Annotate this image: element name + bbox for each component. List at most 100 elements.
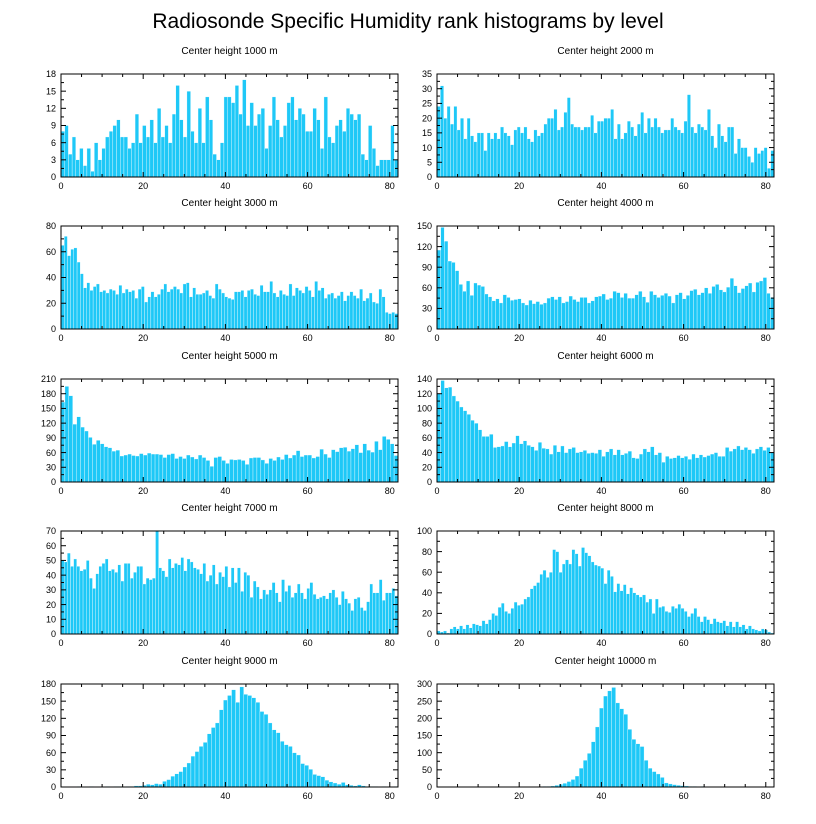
histogram-bar (491, 613, 495, 635)
histogram-bar (690, 613, 694, 635)
histogram-bar (615, 702, 620, 788)
histogram-bar (103, 446, 109, 483)
histogram-bar (532, 303, 537, 330)
y-tick-label: 15 (46, 86, 56, 96)
histogram-bar (511, 442, 516, 483)
histogram-panel: Center height 9000 m 0 30 60 90 120 150 180 0 20 4… (41, 656, 399, 801)
histogram-bar (462, 628, 467, 635)
histogram-bar (391, 588, 396, 635)
histogram-bar (83, 165, 88, 178)
histogram-bar (249, 102, 254, 178)
histogram-bar (635, 458, 640, 483)
histogram-bar (661, 461, 666, 483)
histogram-bar (105, 136, 110, 178)
histogram-bar (217, 456, 222, 483)
histogram-bar (590, 452, 595, 483)
histogram-bar (128, 291, 132, 330)
histogram-bar (293, 592, 298, 635)
histogram-bar (120, 580, 125, 635)
histogram-bar (322, 595, 326, 635)
histogram-bar (323, 96, 328, 178)
histogram-bar (360, 153, 365, 178)
histogram-bar (594, 453, 599, 483)
histogram-bar (582, 450, 587, 483)
histogram-bar (315, 456, 320, 483)
histogram-bar (231, 102, 236, 178)
histogram-bar (115, 449, 120, 483)
histogram-bar (600, 567, 605, 635)
histogram-bar (327, 136, 332, 178)
histogram-bar (667, 129, 671, 178)
histogram-bar (654, 454, 659, 483)
histogram-bar (558, 572, 563, 635)
histogram-bar (218, 288, 222, 330)
histogram-bar (702, 456, 707, 483)
histogram-bar (114, 572, 118, 635)
y-tick-label: 18 (46, 69, 56, 79)
histogram-bar (234, 291, 238, 330)
histogram-bar (102, 290, 107, 330)
histogram-bar (256, 457, 262, 483)
histogram-bar (507, 613, 511, 635)
histogram-bar (178, 456, 183, 483)
histogram-bar (552, 445, 557, 483)
histogram-bar (209, 466, 215, 483)
histogram-bar (279, 136, 284, 178)
y-tick-label: 80 (46, 221, 56, 231)
histogram-bar (657, 452, 662, 483)
histogram-bar (152, 577, 156, 635)
histogram-bar (597, 565, 601, 635)
histogram-bar (150, 291, 155, 330)
histogram-bar (623, 293, 628, 330)
y-tick-label: 150 (41, 404, 56, 414)
histogram-bar (341, 591, 345, 635)
histogram-bar (80, 273, 84, 330)
y-tick-label: 120 (41, 418, 56, 428)
histogram-bar (362, 443, 367, 483)
histogram-bar (251, 697, 257, 788)
histogram-bar (323, 453, 328, 483)
histogram-bar (661, 606, 666, 635)
histogram-bar (205, 580, 210, 635)
histogram-bar (308, 769, 313, 788)
histogram-bar (259, 285, 264, 330)
x-tick-label: 80 (385, 791, 395, 801)
histogram-bar (234, 582, 238, 635)
histogram-bar (506, 135, 511, 178)
histogram-bar (587, 555, 592, 635)
histogram-bar (520, 603, 524, 635)
x-tick-label: 0 (434, 181, 439, 191)
y-tick-label: 20 (46, 298, 56, 308)
histogram-bar (265, 594, 270, 635)
histogram-bar (253, 294, 257, 330)
histogram-bar (611, 687, 616, 788)
histogram-bar (68, 395, 73, 483)
y-tick-label: 20 (422, 462, 432, 472)
histogram-bar (477, 284, 482, 330)
histogram-bar (645, 302, 650, 330)
histogram-bar (287, 585, 292, 635)
x-tick-label: 60 (679, 791, 689, 801)
histogram-bar (215, 722, 220, 788)
histogram-bar (730, 126, 735, 178)
histogram-bar (212, 153, 217, 178)
panel-title: Center height 5000 m (181, 351, 277, 362)
histogram-panel: Center height 3000 m 0 20 40 60 80 0 20 40 60 80 (46, 198, 399, 343)
histogram-bar (603, 695, 608, 788)
histogram-bar (663, 129, 668, 178)
histogram-bar (284, 454, 289, 483)
histogram-bar (243, 296, 248, 330)
histogram-bar (104, 558, 109, 635)
histogram-bar (670, 117, 675, 178)
histogram-bar (247, 695, 253, 788)
histogram-bar (564, 452, 569, 483)
histogram-bar (189, 561, 194, 635)
y-tick-label: 250 (417, 696, 432, 706)
histogram-bar (356, 297, 360, 330)
histogram-bar (561, 302, 566, 330)
histogram-bar (115, 294, 119, 330)
histogram-bar (533, 129, 538, 178)
histogram-bar (375, 165, 380, 178)
histogram-bar (472, 623, 476, 635)
